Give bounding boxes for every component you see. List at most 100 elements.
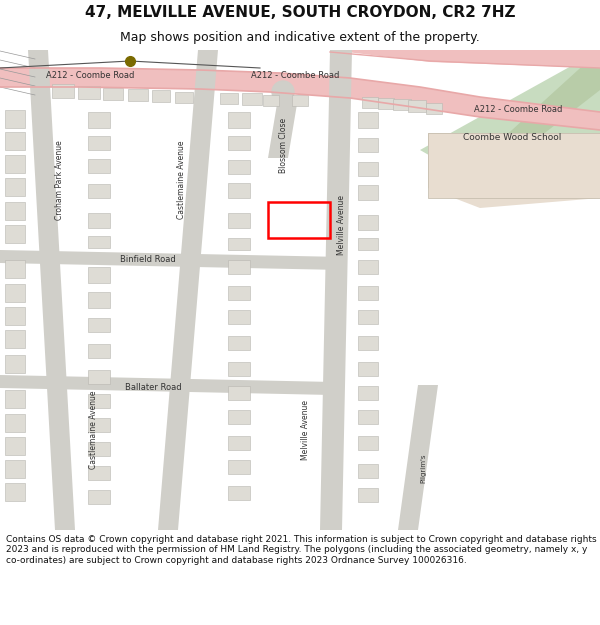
Bar: [88, 159, 110, 173]
Bar: [358, 185, 378, 200]
Bar: [5, 284, 25, 302]
Bar: [88, 466, 110, 480]
Text: A212 - Coombe Road: A212 - Coombe Road: [46, 71, 134, 79]
Polygon shape: [330, 50, 600, 68]
Bar: [358, 112, 378, 128]
Text: Castlemaine Avenue: Castlemaine Avenue: [89, 391, 97, 469]
Bar: [362, 97, 378, 108]
Bar: [358, 488, 378, 502]
Bar: [408, 100, 426, 112]
Bar: [152, 90, 170, 102]
Bar: [228, 136, 250, 150]
Bar: [358, 386, 378, 400]
Text: Croham Park Avenue: Croham Park Avenue: [56, 140, 65, 220]
Text: Binfield Road: Binfield Road: [120, 256, 176, 264]
Bar: [5, 260, 25, 278]
Polygon shape: [0, 68, 600, 130]
Bar: [5, 414, 25, 432]
Bar: [78, 86, 100, 99]
Bar: [228, 310, 250, 324]
Text: Map shows position and indicative extent of the property.: Map shows position and indicative extent…: [120, 31, 480, 44]
Bar: [88, 370, 110, 384]
Text: Coombe Wood School: Coombe Wood School: [463, 132, 561, 141]
Bar: [426, 103, 442, 114]
Bar: [5, 307, 25, 325]
Bar: [358, 336, 378, 350]
Bar: [228, 436, 250, 450]
Bar: [5, 225, 25, 243]
Text: Blossom Close: Blossom Close: [278, 118, 287, 172]
Bar: [128, 89, 148, 101]
Text: Ballater Road: Ballater Road: [125, 382, 181, 391]
Text: Pilgrim's: Pilgrim's: [420, 453, 426, 482]
Bar: [5, 460, 25, 478]
Bar: [88, 490, 110, 504]
Bar: [242, 93, 262, 105]
Bar: [5, 390, 25, 408]
Text: A212 - Coombe Road: A212 - Coombe Road: [474, 104, 562, 114]
Bar: [358, 162, 378, 176]
Bar: [358, 310, 378, 324]
Bar: [88, 344, 110, 358]
Bar: [228, 386, 250, 400]
Polygon shape: [268, 98, 298, 158]
Bar: [358, 410, 378, 424]
Bar: [378, 98, 394, 109]
Bar: [5, 155, 25, 173]
Bar: [358, 436, 378, 450]
Bar: [88, 394, 110, 408]
Bar: [358, 286, 378, 300]
Bar: [358, 464, 378, 478]
Bar: [88, 418, 110, 432]
Bar: [5, 202, 25, 220]
Bar: [5, 178, 25, 196]
Bar: [5, 355, 25, 373]
Bar: [5, 132, 25, 150]
Bar: [292, 95, 308, 106]
Bar: [228, 260, 250, 274]
Bar: [358, 215, 378, 230]
Bar: [228, 286, 250, 300]
Bar: [88, 442, 110, 456]
Text: Melville Avenue: Melville Avenue: [337, 195, 346, 255]
Bar: [88, 136, 110, 150]
Text: Castlemaine Avenue: Castlemaine Avenue: [176, 141, 185, 219]
Bar: [228, 112, 250, 128]
Polygon shape: [420, 50, 600, 190]
Bar: [358, 238, 378, 250]
Bar: [268, 202, 330, 238]
Bar: [358, 362, 378, 376]
Circle shape: [272, 81, 294, 103]
Bar: [228, 336, 250, 350]
Polygon shape: [320, 50, 352, 530]
Bar: [228, 410, 250, 424]
Bar: [358, 260, 378, 274]
Bar: [88, 213, 110, 228]
Polygon shape: [158, 50, 218, 530]
Bar: [228, 160, 250, 174]
Bar: [5, 437, 25, 455]
Bar: [5, 330, 25, 348]
Bar: [228, 486, 250, 500]
Polygon shape: [398, 385, 438, 530]
Bar: [88, 236, 110, 248]
Bar: [5, 483, 25, 501]
Bar: [88, 318, 110, 332]
Bar: [88, 184, 110, 198]
Text: A212 - Coombe Road: A212 - Coombe Road: [251, 71, 339, 81]
Polygon shape: [428, 133, 600, 208]
Polygon shape: [0, 375, 334, 395]
Bar: [228, 460, 250, 474]
Bar: [228, 183, 250, 198]
Bar: [220, 93, 238, 104]
Bar: [5, 110, 25, 128]
Bar: [88, 267, 110, 283]
Bar: [88, 112, 110, 128]
Polygon shape: [28, 50, 75, 530]
Text: Contains OS data © Crown copyright and database right 2021. This information is : Contains OS data © Crown copyright and d…: [6, 535, 596, 564]
Bar: [228, 362, 250, 376]
Text: 47, MELVILLE AVENUE, SOUTH CROYDON, CR2 7HZ: 47, MELVILLE AVENUE, SOUTH CROYDON, CR2 …: [85, 5, 515, 20]
Bar: [88, 292, 110, 308]
Bar: [228, 213, 250, 228]
Bar: [52, 84, 74, 98]
